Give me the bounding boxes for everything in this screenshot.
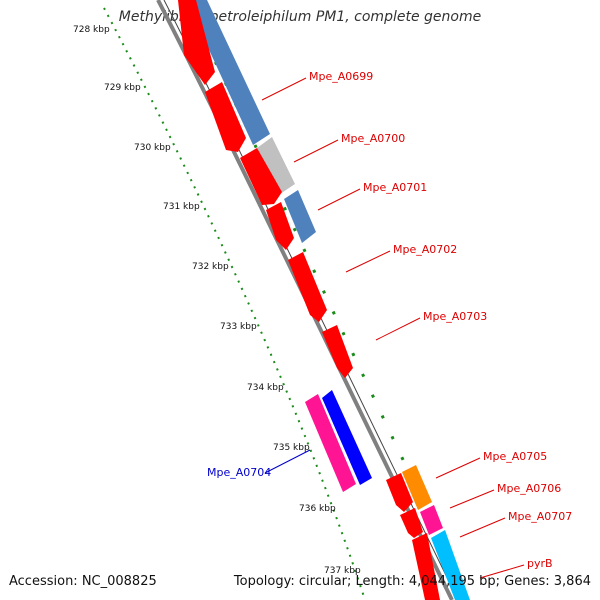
leader-line (449, 489, 495, 509)
gene-label[interactable]: Mpe_A0699 (309, 70, 373, 83)
genome-summary-label: Topology: circular; Length: 4,044,195 bp… (233, 574, 591, 589)
cog-segment-cyan (431, 530, 470, 600)
leader-line (261, 77, 307, 101)
tick-label: 734 kbp (247, 383, 284, 393)
tick-label: 736 kbp (299, 504, 336, 514)
gene-label[interactable]: pyrB (527, 557, 553, 570)
tick-label: 735 kbp (273, 443, 310, 453)
leader-line (479, 564, 525, 579)
accession-label: Accession: NC_008825 (9, 574, 157, 589)
gene-arrow[interactable] (240, 148, 282, 205)
gene-label[interactable]: Mpe_A0707 (508, 510, 572, 523)
gene-arrow-blue[interactable] (322, 390, 372, 485)
cog-segment-gray (257, 137, 295, 194)
leader-line (345, 250, 391, 273)
tick-label: 733 kbp (220, 322, 257, 332)
leader-line (317, 188, 361, 211)
gene-label[interactable]: Mpe_A0701 (363, 181, 427, 194)
gene-arrow[interactable] (400, 508, 423, 538)
leader-line (293, 139, 339, 163)
gene-label[interactable]: Mpe_A0706 (497, 482, 561, 495)
gene-arrow[interactable] (322, 325, 353, 378)
leader-line (264, 449, 311, 474)
gene-label[interactable]: Mpe_A0700 (341, 132, 405, 145)
gene-arrow[interactable] (266, 202, 294, 250)
cog-track (186, 0, 470, 600)
gene-arrow[interactable] (288, 252, 327, 322)
tick-labels: 728 kbp 729 kbp 730 kbp 731 kbp 732 kbp … (73, 25, 361, 576)
cog-segment-steelblue (186, 0, 270, 145)
tick-label: 730 kbp (134, 143, 171, 153)
leader-line (459, 517, 506, 538)
gene-label[interactable]: Mpe_A0704 (207, 466, 271, 479)
gene-labels: Mpe_A0699 Mpe_A0700 Mpe_A0701 Mpe_A0702 … (207, 70, 572, 570)
tick-label: 731 kbp (163, 202, 200, 212)
inner-dotted-ruler (103, 7, 366, 600)
tick-label: 729 kbp (104, 83, 141, 93)
gene-label[interactable]: Mpe_A0702 (393, 243, 457, 256)
gene-label[interactable]: Mpe_A0705 (483, 450, 547, 463)
gene-label[interactable]: Mpe_A0703 (423, 310, 487, 323)
cog-segment-steelblue (284, 190, 316, 243)
gene-arrow[interactable] (205, 82, 246, 152)
gene-arrow-pink[interactable] (305, 394, 356, 492)
tick-label: 732 kbp (192, 262, 229, 272)
leader-line (435, 457, 481, 479)
tick-label: 728 kbp (73, 25, 110, 35)
reverse-genes (305, 390, 372, 492)
forward-genes (178, 0, 440, 600)
leader-line (375, 317, 421, 341)
leader-lines (261, 77, 525, 579)
gene-arrow[interactable] (412, 533, 440, 600)
cog-segment-magenta (420, 505, 443, 535)
tick-label: 737 kbp (324, 566, 361, 576)
gene-arrow[interactable] (386, 473, 413, 512)
gene-arrow[interactable] (178, 0, 215, 85)
cog-segment-orange (402, 465, 432, 510)
